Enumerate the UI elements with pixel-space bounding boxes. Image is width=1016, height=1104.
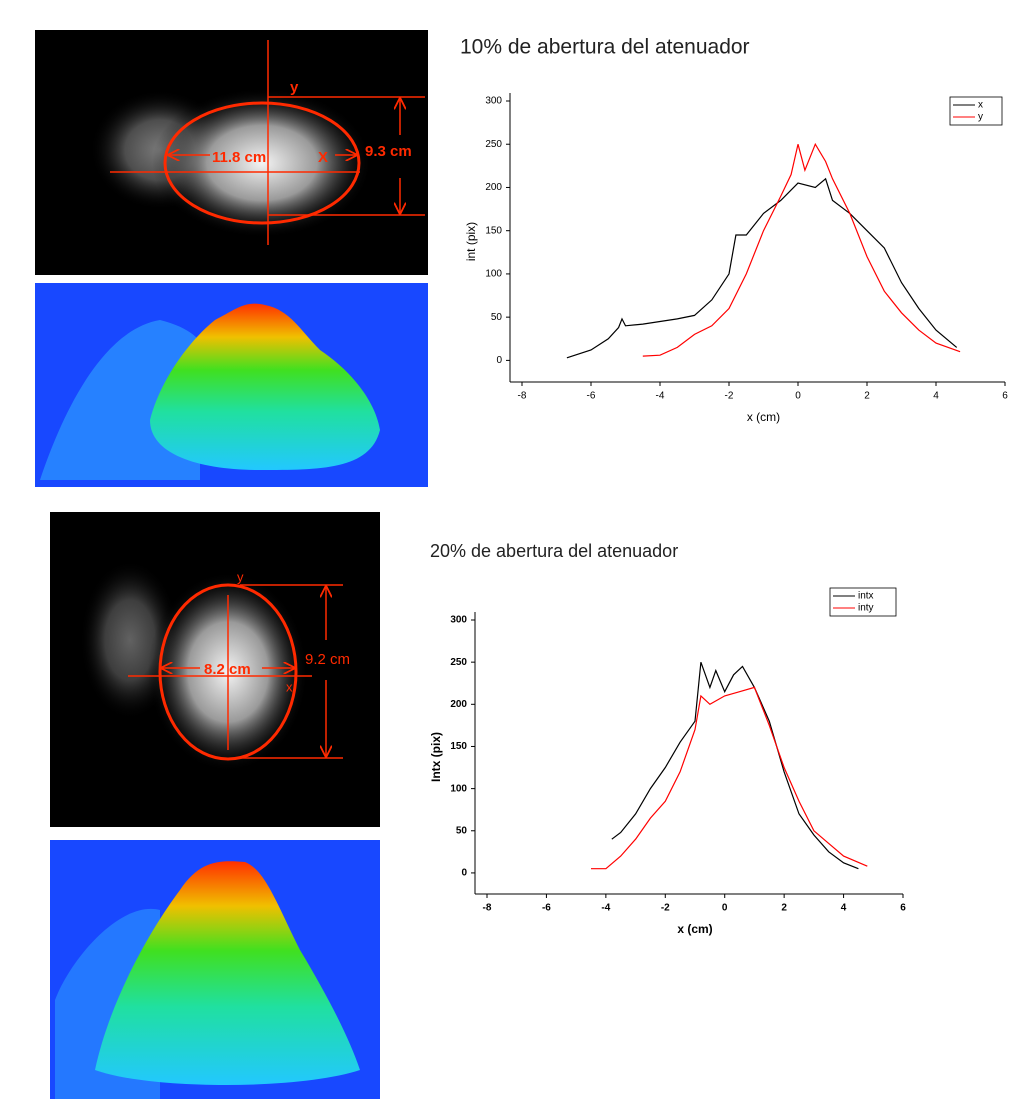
- x-tick-label: -8: [483, 903, 492, 914]
- annotation: X: [318, 149, 328, 166]
- annotation: y: [290, 79, 299, 96]
- legend-box: [949, 96, 1003, 126]
- x-tick-label: 0: [795, 391, 801, 402]
- x-tick-label: 0: [722, 903, 728, 914]
- data-line: [611, 661, 859, 870]
- x-tick-label: -6: [542, 903, 551, 914]
- annotation: 8.2 cm: [204, 661, 251, 678]
- y-tick-label: 200: [485, 182, 502, 193]
- annotation: 9.2 cm: [305, 651, 350, 668]
- data-line: [591, 686, 868, 870]
- chart-title: 20% de abertura del atenuador: [430, 541, 678, 561]
- y-axis-label: Intx (pix): [429, 732, 443, 782]
- annotation: x: [286, 679, 293, 694]
- x-tick-label: -2: [661, 903, 670, 914]
- y-tick-label: 300: [485, 96, 502, 107]
- y-tick-label: 150: [485, 225, 502, 236]
- x-tick-label: -4: [656, 391, 665, 402]
- y-tick-label: 100: [450, 783, 467, 794]
- x-tick-label: 2: [864, 391, 870, 402]
- x-tick-label: -4: [601, 903, 610, 914]
- legend-label: inty: [858, 603, 874, 614]
- y-tick-label: 150: [450, 741, 467, 752]
- x-tick-label: -2: [725, 391, 734, 402]
- annotation: 9.3 cm: [365, 143, 412, 160]
- annotation: 11.8 cm: [212, 149, 266, 166]
- x-tick-label: -6: [587, 391, 596, 402]
- y-tick-label: 0: [496, 355, 502, 366]
- x-tick-label: 2: [781, 903, 787, 914]
- x-tick-label: 6: [900, 903, 906, 914]
- intensity-image: y 8.2 cm x 9.2 cm: [50, 512, 380, 827]
- y-tick-label: 100: [485, 269, 502, 280]
- chart-title: 10% de abertura del atenuador: [460, 36, 750, 59]
- charts: 10% de abertura del atenuador -8 -6 -4 -2 0 2 4…: [429, 36, 1008, 937]
- legend-label: y: [978, 112, 983, 123]
- legend-label: x: [978, 100, 983, 111]
- y-tick-label: 250: [485, 139, 502, 150]
- y-tick-label: 50: [491, 312, 503, 323]
- x-tick-label: -8: [518, 391, 527, 402]
- data-line: [566, 177, 958, 359]
- legend-label: intx: [858, 591, 874, 602]
- y-tick-label: 0: [461, 868, 467, 879]
- y-tick-label: 50: [456, 825, 468, 836]
- surface-map: [35, 283, 428, 487]
- x-tick-label: 4: [933, 391, 939, 402]
- x-axis-label: x (cm): [677, 922, 712, 936]
- data-line: [642, 142, 961, 357]
- x-tick-label: 6: [1002, 391, 1008, 402]
- intensity-image: y 11.8 cm X 9.3 cm: [35, 30, 428, 275]
- legend-box: [829, 587, 897, 617]
- y-tick-label: 250: [450, 657, 467, 668]
- annotation: y: [237, 569, 244, 584]
- surface-map: [50, 840, 380, 1099]
- y-tick-label: 300: [450, 615, 467, 626]
- y-axis-label: int (pix): [464, 222, 478, 261]
- y-tick-label: 200: [450, 699, 467, 710]
- x-tick-label: 4: [841, 903, 847, 914]
- x-axis-label: x (cm): [747, 410, 780, 424]
